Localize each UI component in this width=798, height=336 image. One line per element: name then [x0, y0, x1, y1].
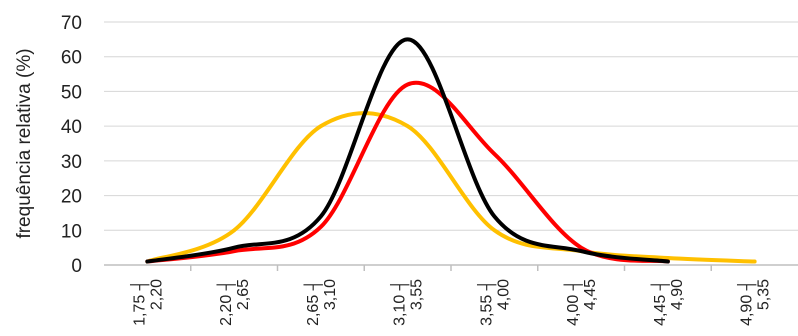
y-tick-label: 70: [61, 13, 82, 34]
x-tick-label: 4,00 ┤ 4,45: [563, 279, 599, 326]
y-tick-label: 50: [61, 82, 82, 103]
series-line-3: [145, 37, 670, 264]
series-line-2: [145, 80, 670, 264]
x-tick-label: 2,20 ┤ 2,65: [216, 279, 252, 326]
y-tick-label: 30: [61, 152, 82, 173]
x-tick-labels: 1,75 ┤ 2,20 2,20 ┤ 2,65 2,65 ┤ 3,10 3,10 ┤ 3,55…: [129, 279, 772, 326]
x-tick-label: 1,75 ┤ 2,20: [129, 279, 165, 326]
x-tick-label-upper: 2,65: [235, 279, 252, 310]
series-line-1: [145, 111, 757, 264]
y-tick-label: 20: [61, 187, 82, 208]
x-tick-label-upper: 4,00: [495, 279, 512, 310]
x-tick-label-lower: 2,65 ┤: [303, 279, 323, 326]
x-tick-label: 3,55 ┤ 4,00: [476, 279, 512, 326]
y-axis-label: frequência relativa (%): [14, 48, 35, 238]
x-tick-label-lower: 4,00 ┤: [563, 279, 583, 326]
y-tick-label: 60: [61, 48, 82, 69]
x-tick-label-upper: 2,20: [148, 279, 165, 310]
series-lines: [145, 37, 757, 264]
x-tick-label-upper: 5,35: [756, 279, 773, 310]
x-tick-label: 2,65 ┤ 3,10: [303, 279, 339, 326]
y-tick-label: 10: [61, 221, 82, 242]
y-tick-label: 40: [61, 117, 82, 138]
x-tick-label: 4,90 ┤ 5,35: [737, 279, 773, 326]
x-tick-label-lower: 3,55 ┤: [476, 279, 496, 326]
x-tick-label-upper: 4,45: [582, 279, 599, 310]
x-tick-label: 3,10 ┤ 3,55: [390, 279, 426, 326]
x-tick-label-upper: 4,90: [669, 279, 686, 310]
x-tick-label: 4,45 ┤ 4,90: [650, 279, 686, 326]
x-tick-label-lower: 2,20 ┤: [216, 279, 236, 326]
x-tick-label-lower: 4,90 ┤: [737, 279, 757, 326]
y-tick-label: 0: [71, 256, 82, 277]
y-tick-labels: 0 10 20 30 40 50 60 70: [61, 13, 82, 277]
x-tick-label-lower: 3,10 ┤: [390, 279, 410, 326]
x-tick-label-lower: 1,75 ┤: [129, 279, 149, 326]
x-tick-label-upper: 3,55: [409, 279, 426, 310]
gridlines: [104, 21, 798, 271]
x-tick-label-lower: 4,45 ┤: [650, 279, 670, 326]
x-tick-label-upper: 3,10: [322, 279, 339, 310]
